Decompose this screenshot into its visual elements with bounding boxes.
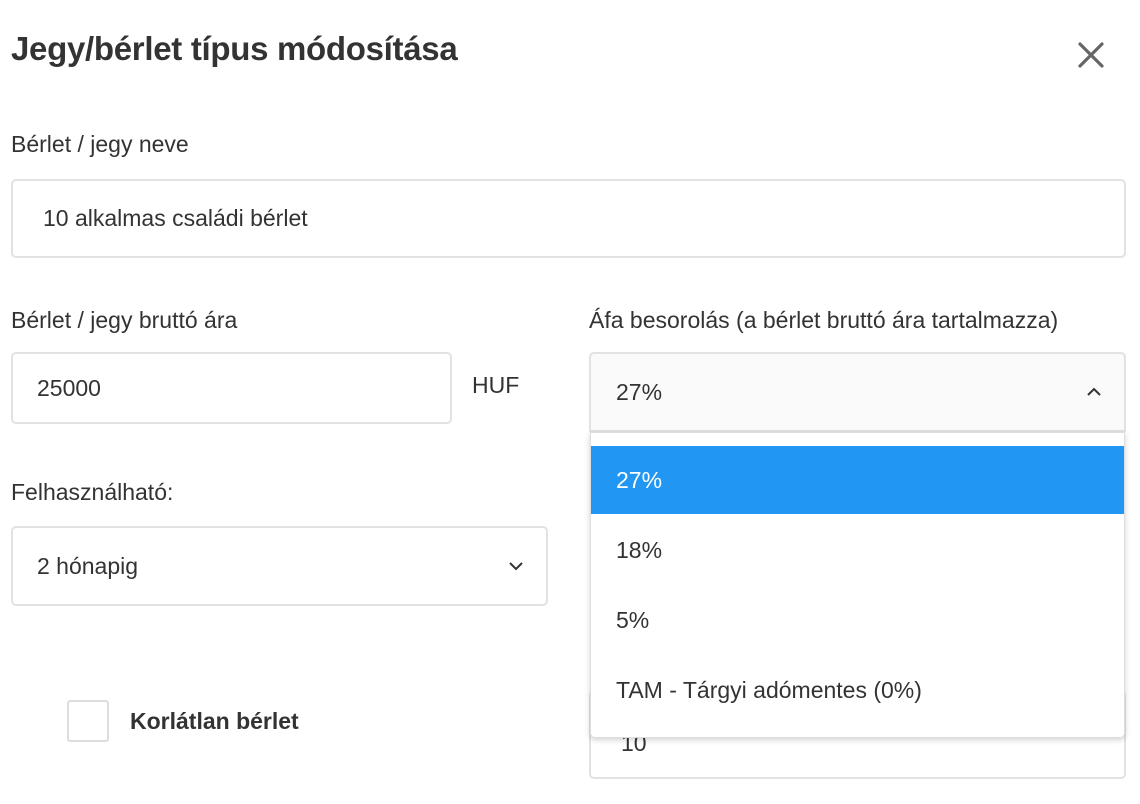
validity-label: Felhasználható:	[11, 479, 174, 505]
price-input[interactable]: 25000	[11, 352, 452, 424]
name-value: 10 alkalmas családi bérlet	[43, 205, 308, 231]
price-value: 25000	[37, 374, 101, 401]
name-label: Bérlet / jegy neve	[11, 131, 189, 157]
option-label: 18%	[616, 536, 663, 563]
price-label: Bérlet / jegy bruttó ára	[11, 307, 238, 333]
name-input[interactable]: 10 alkalmas családi bérlet	[11, 179, 1126, 258]
validity-value: 2 hónapig	[37, 552, 139, 579]
option-label: 5%	[616, 606, 650, 633]
close-icon	[1078, 42, 1104, 68]
dialog-title: Jegy/bérlet típus módosítása	[11, 30, 458, 67]
vat-label: Áfa besorolás (a bérlet bruttó ára tarta…	[589, 307, 1059, 333]
currency-label: HUF	[472, 372, 520, 398]
close-button[interactable]	[1072, 36, 1110, 74]
vat-select[interactable]: 27%	[589, 352, 1126, 432]
vat-option-27[interactable]: 27%	[591, 446, 1124, 514]
vat-option-tam[interactable]: TAM - Tárgyi adómentes (0%)	[591, 656, 1124, 724]
vat-value: 27%	[616, 378, 663, 405]
unlimited-label: Korlátlan bérlet	[130, 708, 299, 734]
chevron-up-icon	[1087, 387, 1101, 396]
vat-dropdown-menu: 27% 18% 5% TAM - Tárgyi adómentes (0%)	[590, 432, 1125, 738]
validity-select[interactable]: 2 hónapig	[11, 526, 548, 606]
vat-option-18[interactable]: 18%	[591, 516, 1124, 584]
chevron-down-icon	[509, 562, 523, 571]
vat-option-5[interactable]: 5%	[591, 586, 1124, 654]
option-label: 27%	[616, 466, 663, 493]
option-label: TAM - Tárgyi adómentes (0%)	[616, 676, 922, 703]
unlimited-checkbox[interactable]	[67, 700, 109, 742]
